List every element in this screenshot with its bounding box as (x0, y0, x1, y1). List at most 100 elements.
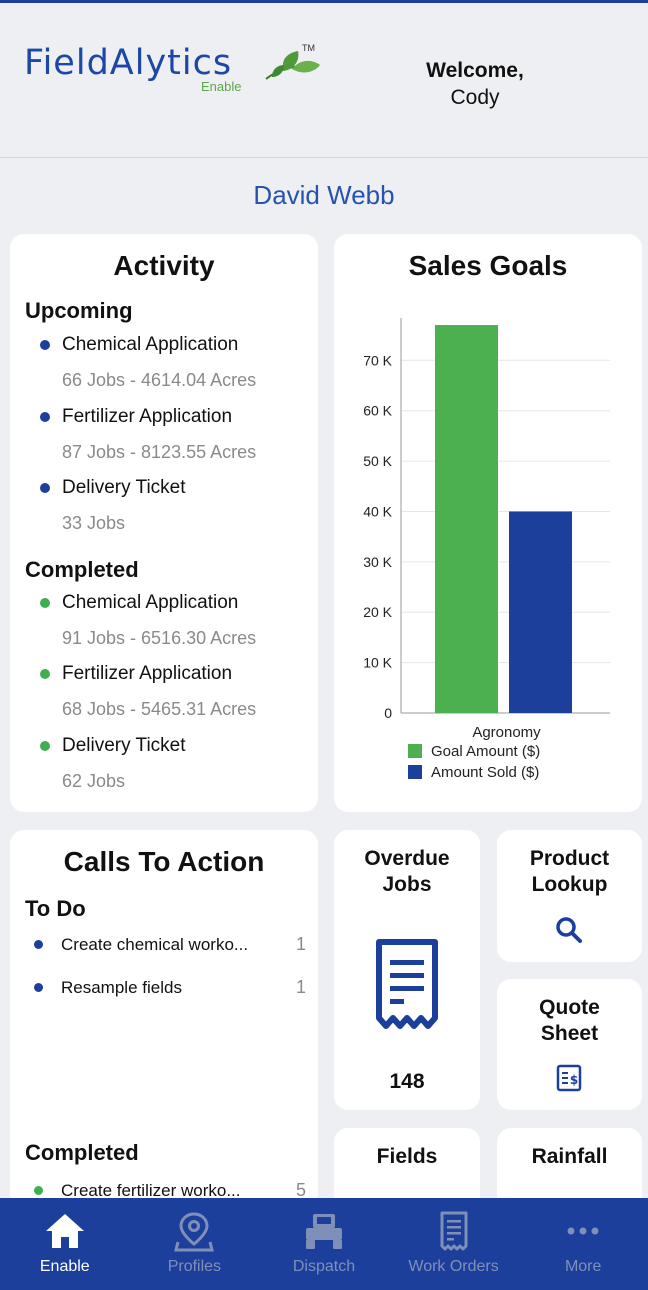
bullet-icon (40, 483, 50, 493)
todo-item-text: Resample fields (61, 977, 182, 997)
completed-cta-text: Create fertilizer worko... (61, 1180, 241, 1200)
search-icon (556, 917, 582, 943)
activity-item-name: Delivery Ticket (62, 477, 186, 498)
y-tick-label: 50 K (363, 453, 392, 469)
todo-item[interactable]: Create chemical worko... 1 (34, 934, 306, 955)
completed-item-chemical[interactable]: Chemical Application 91 Jobs - 6516.30 A… (40, 592, 320, 649)
x-category-label: Agronomy (472, 724, 541, 741)
activity-item-detail: 62 Jobs (62, 771, 126, 791)
upcoming-item-delivery[interactable]: Delivery Ticket 33 Jobs (40, 477, 320, 534)
tab-profiles[interactable]: Profiles (134, 1198, 254, 1276)
completed-heading: Completed (25, 557, 139, 582)
completed-cta-item[interactable]: Create fertilizer worko... 5 (34, 1180, 306, 1201)
product-lookup-tile[interactable]: Product Lookup (497, 830, 642, 962)
tractor-icon (305, 1214, 342, 1249)
overdue-jobs-count: 148 (389, 1070, 425, 1093)
legend-swatch (408, 765, 422, 779)
tab-label: More (564, 1258, 602, 1275)
bullet-icon (40, 340, 50, 350)
upcoming-heading: Upcoming (25, 298, 133, 323)
activity-title: Activity (113, 250, 215, 281)
y-tick-label: 10 K (363, 655, 392, 671)
activity-item-name: Chemical Application (62, 334, 239, 355)
cta-completed-heading: Completed (25, 1140, 139, 1165)
calls-to-action-title: Calls To Action (63, 846, 265, 877)
activity-item-detail: 91 Jobs - 6516.30 Acres (62, 628, 257, 648)
product-lookup-title: Product Lookup (529, 847, 610, 896)
bullet-icon (40, 669, 50, 679)
tab-work-orders[interactable]: Work Orders (394, 1198, 514, 1276)
completed-item-delivery[interactable]: Delivery Ticket 62 Jobs (40, 735, 320, 792)
y-tick-label: 60 K (363, 403, 392, 419)
customer-name[interactable]: David Webb (253, 180, 395, 210)
todo-item-text: Create chemical worko... (61, 934, 249, 954)
tab-more[interactable]: More (523, 1198, 643, 1276)
completed-item-fertilizer[interactable]: Fertilizer Application 68 Jobs - 5465.31… (40, 663, 320, 720)
legend-label: Goal Amount ($) (431, 743, 540, 760)
activity-item-detail: 87 Jobs - 8123.55 Acres (62, 442, 257, 462)
activity-item-detail: 66 Jobs - 4614.04 Acres (62, 370, 257, 390)
activity-card[interactable]: Activity Upcoming Chemical Application 6… (10, 234, 318, 812)
overdue-jobs-tile[interactable]: Overdue Jobs 148 (334, 830, 480, 1110)
logo-trademark: TM (302, 43, 315, 53)
map-pin-icon (174, 1212, 215, 1252)
user-name: Cody (450, 86, 500, 109)
y-tick-label: 40 K (363, 503, 392, 519)
quote-document-icon: $ (556, 1064, 582, 1092)
top-accent-line (0, 0, 648, 3)
legend-swatch (408, 744, 422, 758)
completed-cta-count: 5 (295, 1180, 306, 1200)
bullet-icon (40, 412, 50, 422)
more-icon (567, 1227, 599, 1235)
rainfall-title: Rainfall (531, 1145, 608, 1168)
sales-goals-card[interactable]: Sales Goals 0 10 K 20 K 30 K 40 K 50 K 60 K 70 … (334, 234, 642, 812)
tab-label: Enable (39, 1258, 90, 1275)
receipt-icon (376, 939, 438, 1029)
fieldalytics-logo: FieldAlytics Enable TM (24, 43, 324, 103)
calls-to-action-card[interactable]: Calls To Action To Do Create chemical wo… (10, 830, 318, 1210)
bullet-icon (40, 598, 50, 608)
todo-item-count: 1 (295, 934, 306, 954)
logo-text: FieldAlytics (24, 43, 233, 83)
bar-amount-sold (509, 511, 572, 713)
fields-title: Fields (376, 1145, 438, 1168)
activity-item-name: Delivery Ticket (62, 735, 186, 756)
y-tick-label: 30 K (363, 554, 392, 570)
tab-dispatch[interactable]: Dispatch (264, 1198, 384, 1276)
tab-label: Dispatch (292, 1258, 356, 1275)
overdue-jobs-title: Overdue Jobs (364, 847, 450, 896)
activity-item-name: Chemical Application (62, 592, 239, 613)
activity-item-detail: 33 Jobs (62, 513, 126, 533)
logo-subtitle: Enable (201, 79, 242, 94)
svg-text:$: $ (570, 1073, 578, 1087)
tab-label: Work Orders (408, 1258, 499, 1275)
bullet-icon (34, 1186, 43, 1195)
y-tick-label: 0 (384, 705, 392, 721)
home-icon (45, 1214, 84, 1248)
app-header: FieldAlytics Enable TM Welcome, Cody (0, 3, 648, 158)
todo-heading: To Do (25, 896, 86, 921)
activity-item-name: Fertilizer Application (62, 406, 233, 427)
bar-goal-amount (435, 325, 498, 713)
bottom-tab-bar: Enable Profiles Dispatch Work Orders (0, 1198, 648, 1290)
upcoming-item-fertilizer[interactable]: Fertilizer Application 87 Jobs - 8123.55… (40, 406, 320, 463)
tab-label: Profiles (167, 1258, 222, 1275)
activity-item-detail: 68 Jobs - 5465.31 Acres (62, 699, 257, 719)
quote-sheet-tile[interactable]: Quote Sheet $ (497, 979, 642, 1110)
activity-item-name: Fertilizer Application (62, 663, 233, 684)
quote-sheet-title: Quote Sheet (539, 996, 600, 1045)
bullet-icon (34, 983, 43, 992)
sales-goals-chart: 0 10 K 20 K 30 K 40 K 50 K 60 K 70 K Agronomy Goa… (363, 318, 610, 781)
tab-enable[interactable]: Enable (5, 1198, 125, 1276)
welcome-label: Welcome, (426, 59, 524, 82)
welcome-message: Welcome, Cody (405, 57, 545, 111)
legend-label: Amount Sold ($) (431, 764, 539, 781)
upcoming-item-chemical[interactable]: Chemical Application 66 Jobs - 4614.04 A… (40, 334, 320, 391)
leaf-icon (265, 51, 320, 80)
receipt-icon (440, 1211, 468, 1251)
todo-item-count: 1 (295, 977, 306, 997)
todo-item[interactable]: Resample fields 1 (34, 977, 306, 998)
y-tick-label: 70 K (363, 352, 392, 368)
bullet-icon (40, 741, 50, 751)
sales-goals-title: Sales Goals (408, 250, 568, 281)
